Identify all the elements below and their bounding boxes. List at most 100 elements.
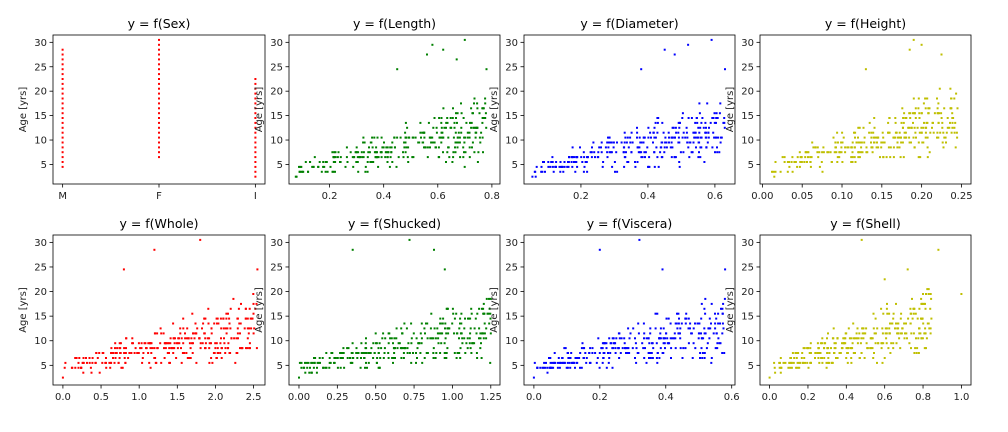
scatter-point (566, 366, 569, 369)
scatter-point (616, 141, 618, 144)
scatter-point (717, 322, 720, 325)
scatter-point (904, 332, 906, 335)
scatter-point (403, 322, 406, 325)
scatter-point (86, 361, 88, 364)
scatter-point (719, 102, 722, 105)
scatter-point (850, 161, 853, 163)
scatter-point (716, 347, 719, 350)
scatter-point (544, 170, 546, 173)
y-axis-label: Age [yrs] (489, 287, 500, 333)
scatter-point (653, 136, 656, 139)
scatter-point (913, 126, 916, 129)
scatter-point (955, 92, 958, 95)
scatter-point (803, 161, 806, 163)
x-tick-label: 0.20 (911, 191, 933, 202)
scatter-point (204, 342, 207, 345)
scatter-point (398, 342, 401, 345)
scatter-point (722, 327, 725, 330)
y-axis-label: Age [yrs] (725, 87, 736, 133)
scatter-point (389, 156, 392, 159)
y-tick-label: 15 (34, 312, 47, 323)
scatter-point (410, 337, 413, 340)
scatter-point (567, 165, 570, 168)
scatter-point (643, 337, 645, 340)
scatter-point (873, 352, 875, 354)
scatter-point (410, 361, 413, 364)
scatter-point (833, 352, 836, 354)
scatter-point (692, 131, 695, 134)
scatter-point (703, 307, 706, 310)
scatter-point (468, 342, 471, 345)
scatter-point (661, 121, 664, 124)
scatter-point (905, 322, 907, 325)
scatter-point (173, 342, 176, 345)
scatter-point (430, 312, 433, 315)
scatter-point (182, 342, 185, 345)
scatter-point (889, 352, 892, 354)
scatter-point (926, 156, 929, 159)
scatter-point (723, 117, 726, 119)
scatter-point (710, 302, 713, 305)
x-tick-label: 2.0 (207, 392, 223, 403)
scatter-point (206, 337, 209, 340)
scatter-point (531, 175, 534, 178)
scatter-point (61, 131, 64, 134)
scatter-point (407, 342, 410, 345)
scatter-point (365, 347, 368, 350)
scatter-point (629, 141, 632, 144)
scatter-point (424, 332, 426, 335)
scatter-point (356, 352, 359, 354)
scatter-point (543, 361, 546, 364)
scatter-point (943, 107, 946, 110)
scatter-point (868, 121, 871, 124)
scatter-point (860, 352, 863, 354)
scatter-point (681, 136, 684, 139)
scatter-point (482, 312, 485, 315)
scatter-point (254, 126, 257, 129)
scatter-point (649, 327, 652, 330)
scatter-point (119, 347, 122, 350)
scatter-point (401, 332, 404, 335)
scatter-point (118, 357, 121, 359)
scatter-point (446, 121, 449, 124)
scatter-point (816, 151, 819, 154)
scatter-point (842, 337, 845, 340)
scatter-point (843, 337, 846, 340)
scatter-point (692, 342, 695, 345)
scatter-point (901, 141, 904, 144)
scatter-point (480, 131, 483, 134)
scatter-point (865, 342, 868, 345)
scatter-point (711, 146, 714, 149)
scatter-point (426, 146, 429, 149)
scatter-point (937, 102, 940, 105)
scatter-point (623, 131, 626, 134)
scatter-point (618, 357, 621, 359)
scatter-point (724, 268, 727, 271)
scatter-point (914, 117, 917, 119)
scatter-point (366, 156, 369, 159)
scatter-point (114, 357, 117, 359)
scatter-point (889, 156, 892, 159)
scatter-point (551, 361, 554, 364)
scatter-point (922, 322, 925, 325)
scatter-point (341, 357, 344, 359)
scatter-point (900, 141, 903, 144)
scatter-point (675, 322, 678, 325)
y-tick-label: 10 (741, 136, 754, 147)
scatter-point (475, 332, 478, 335)
scatter-point (636, 131, 639, 134)
scatter-point (211, 361, 214, 364)
scatter-point (444, 352, 447, 354)
scatter-point (561, 361, 564, 364)
scatter-point (225, 317, 228, 320)
scatter-point (618, 337, 621, 340)
scatter-point (796, 366, 799, 369)
scatter-point (362, 352, 365, 354)
y-tick-label: 25 (741, 262, 754, 273)
scatter-point (355, 352, 358, 354)
scatter-point (844, 151, 847, 154)
scatter-point (870, 146, 873, 149)
scatter-point (883, 141, 886, 144)
scatter-point (910, 312, 913, 315)
scatter-point (541, 366, 544, 369)
